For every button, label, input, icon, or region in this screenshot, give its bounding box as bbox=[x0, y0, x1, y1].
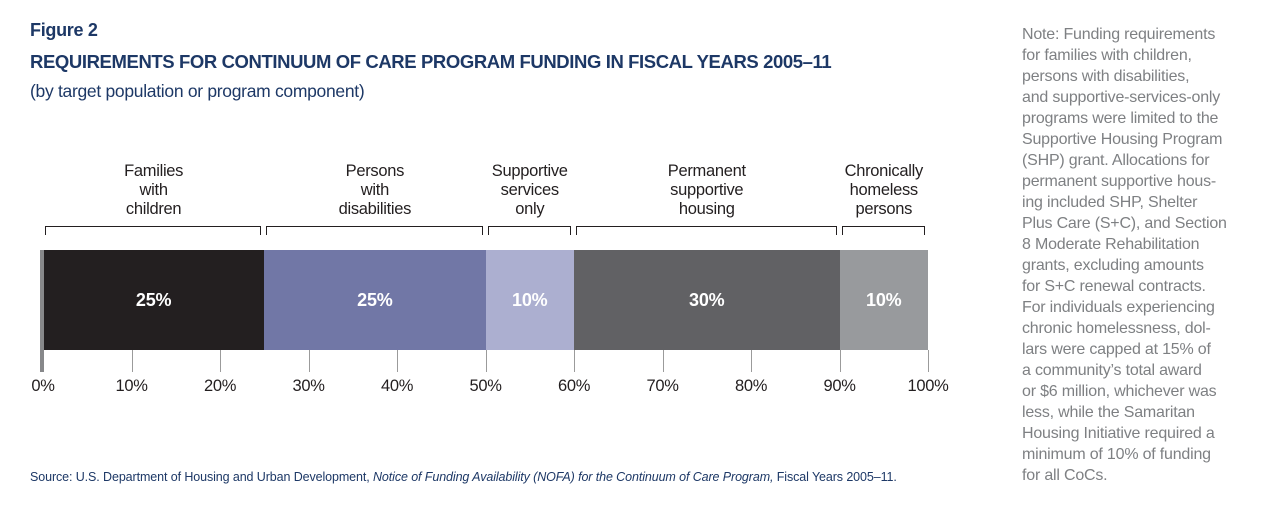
axis-tick bbox=[574, 350, 575, 372]
x-axis: 0% 10% 20% 30% 40% 50% 60% 70% 80% 90% 100% bbox=[31, 250, 949, 405]
axis-tick bbox=[397, 350, 398, 372]
axis-tick bbox=[220, 350, 221, 372]
category-bracket bbox=[576, 226, 837, 235]
axis-tick bbox=[131, 350, 133, 372]
figure-2: Figure 2 REQUIREMENTS FOR CONTINUUM OF C… bbox=[30, 20, 990, 510]
source-prefix: Source: U.S. Department of Housing and U… bbox=[30, 470, 373, 484]
stacked-bar-chart: Families with children Persons with disab… bbox=[31, 160, 949, 420]
axis-tick-label: 30% bbox=[292, 377, 325, 395]
axis-tick bbox=[662, 350, 664, 372]
figure-title: REQUIREMENTS FOR CONTINUUM OF CARE PROGR… bbox=[30, 51, 832, 72]
bar-segment: 25% bbox=[43, 250, 265, 350]
axis-tick bbox=[751, 350, 752, 372]
axis-tick bbox=[928, 350, 929, 372]
axis-tick-label: 10% bbox=[115, 377, 148, 395]
axis-tick bbox=[485, 350, 487, 372]
category-label: Families with children bbox=[124, 162, 184, 218]
source-publication: Notice of Funding Availability (NOFA) fo… bbox=[373, 470, 774, 484]
stacked-bar: 25% 25% 10% 30% 10% bbox=[43, 250, 928, 350]
source-suffix: Fiscal Years 2005–11. bbox=[773, 470, 897, 484]
axis-tick-label: 90% bbox=[823, 377, 856, 395]
zero-axis-line bbox=[40, 250, 44, 372]
axis-tick-label: 40% bbox=[380, 377, 414, 395]
category-bracket bbox=[841, 226, 925, 235]
segment-value-label: 25% bbox=[357, 289, 393, 310]
axis-tick-label: 0% bbox=[31, 377, 55, 395]
axis-tick-label: 100% bbox=[907, 377, 949, 395]
bar-segment: 30% bbox=[574, 250, 840, 350]
figure-subtitle: (by target population or program compone… bbox=[30, 81, 365, 101]
category-labels: Families with children Persons with disab… bbox=[43, 160, 928, 222]
category-bracket bbox=[45, 226, 262, 235]
category-label: Persons with disabilities bbox=[338, 162, 412, 218]
axis-tick-label: 70% bbox=[646, 377, 679, 395]
category-brackets bbox=[43, 226, 928, 236]
segment-value-label: 10% bbox=[866, 289, 902, 310]
source-citation: Source: U.S. Department of Housing and U… bbox=[30, 470, 897, 484]
axis-tick bbox=[308, 350, 310, 372]
category-bracket bbox=[487, 226, 571, 235]
note-column: Note: Funding requirements for families … bbox=[1022, 26, 1227, 484]
axis-tick-label: 60% bbox=[557, 377, 591, 395]
axis-tick bbox=[839, 350, 841, 372]
category-label: Permanent supportive housing bbox=[667, 162, 746, 218]
axis-tick-label: 50% bbox=[469, 377, 502, 395]
axis-tick-label: 20% bbox=[203, 377, 237, 395]
bar-segment: 10% bbox=[485, 250, 574, 350]
bar-segment: 25% bbox=[264, 250, 486, 350]
bar-segment: 10% bbox=[839, 250, 928, 350]
segment-value-label: 25% bbox=[135, 289, 172, 310]
segment-value-label: 10% bbox=[512, 289, 548, 310]
figure-number: Figure 2 bbox=[30, 20, 98, 40]
category-label: Chronically homeless persons bbox=[844, 162, 924, 218]
segment-value-label: 30% bbox=[689, 289, 725, 310]
axis-tick-label: 80% bbox=[734, 377, 768, 395]
category-label: Supportive services only bbox=[491, 162, 568, 218]
category-bracket bbox=[266, 226, 483, 235]
